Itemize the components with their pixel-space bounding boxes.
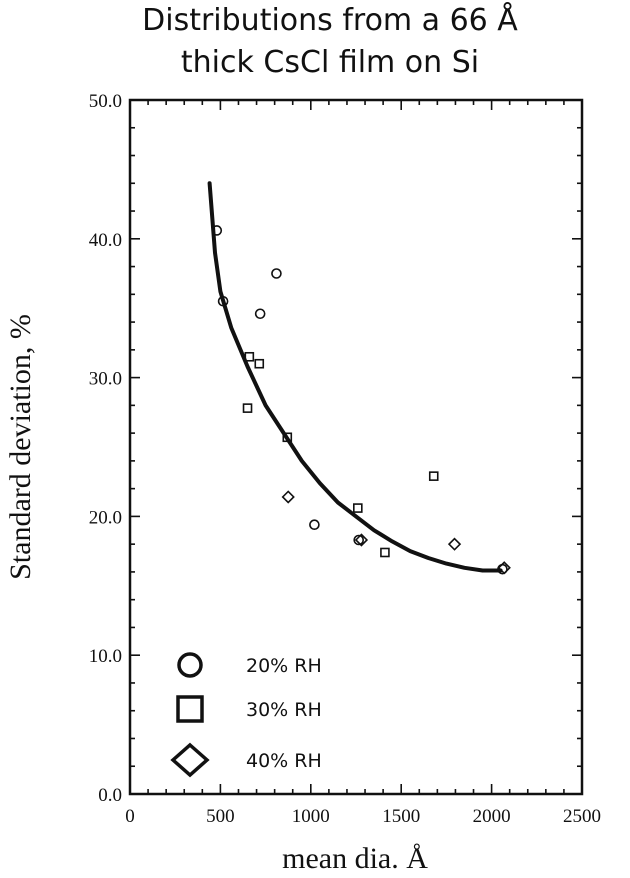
data-point-circle bbox=[211, 225, 223, 236]
fit-curve bbox=[207, 181, 503, 573]
y-axis-label: Standard deviation, % bbox=[4, 314, 37, 580]
y-tick-label: 50.0 bbox=[89, 91, 122, 112]
data-point-diamond bbox=[447, 537, 462, 551]
data-point-circle bbox=[271, 268, 282, 279]
x-tick-label: 0 bbox=[125, 806, 135, 827]
x-tick-label: 2500 bbox=[563, 806, 601, 827]
x-tick-label: 1000 bbox=[292, 806, 330, 827]
data-point-circle bbox=[254, 308, 266, 320]
legend: 20% RH 30% RH 40% RH bbox=[170, 652, 322, 778]
legend-label-30-rh: 30% RH bbox=[246, 699, 322, 721]
chart-title-line-2: thick CsCl film on Si bbox=[181, 45, 479, 80]
data-point-circle bbox=[309, 519, 320, 531]
x-axis-label: mean dia. Å bbox=[282, 842, 428, 875]
x-tick-labels: 0 500 1000 1500 2000 2500 bbox=[125, 806, 601, 827]
data-point-square bbox=[353, 503, 363, 513]
y-tick-label: 0.0 bbox=[98, 785, 122, 806]
plot-frame bbox=[128, 98, 584, 796]
data-point-diamond bbox=[497, 561, 511, 575]
chart-title-line-1: Distributions from a 66 Å bbox=[142, 2, 518, 38]
data-point-square bbox=[244, 351, 255, 362]
data-point-circle bbox=[217, 295, 229, 307]
y-tick-label: 40.0 bbox=[89, 230, 122, 251]
y-tick-label: 20.0 bbox=[89, 507, 122, 528]
data-point-diamond bbox=[281, 490, 295, 504]
data-point-square bbox=[242, 403, 253, 413]
y-tick-labels: 0.0 10.0 20.0 30.0 40.0 50.0 bbox=[89, 91, 122, 806]
legend-diamond-marker bbox=[170, 742, 210, 778]
legend-square-marker bbox=[176, 695, 204, 723]
y-tick-label: 30.0 bbox=[89, 369, 122, 390]
x-tick-label: 1500 bbox=[382, 806, 420, 827]
data-point-square bbox=[282, 432, 293, 443]
data-point-circle bbox=[353, 534, 365, 546]
data-point-diamond bbox=[354, 533, 369, 547]
legend-circle-marker bbox=[177, 652, 203, 678]
legend-label-40-rh: 40% RH bbox=[246, 750, 322, 772]
x-tick-label: 2000 bbox=[473, 806, 511, 827]
data-points bbox=[211, 225, 511, 575]
data-point-square bbox=[380, 547, 390, 558]
axis-ticks bbox=[129, 99, 583, 795]
data-point-square bbox=[428, 471, 439, 481]
y-tick-label: 10.0 bbox=[89, 646, 122, 667]
legend-label-20-rh: 20% RH bbox=[246, 655, 322, 677]
x-tick-label: 500 bbox=[206, 806, 235, 827]
data-point-square bbox=[254, 358, 265, 369]
